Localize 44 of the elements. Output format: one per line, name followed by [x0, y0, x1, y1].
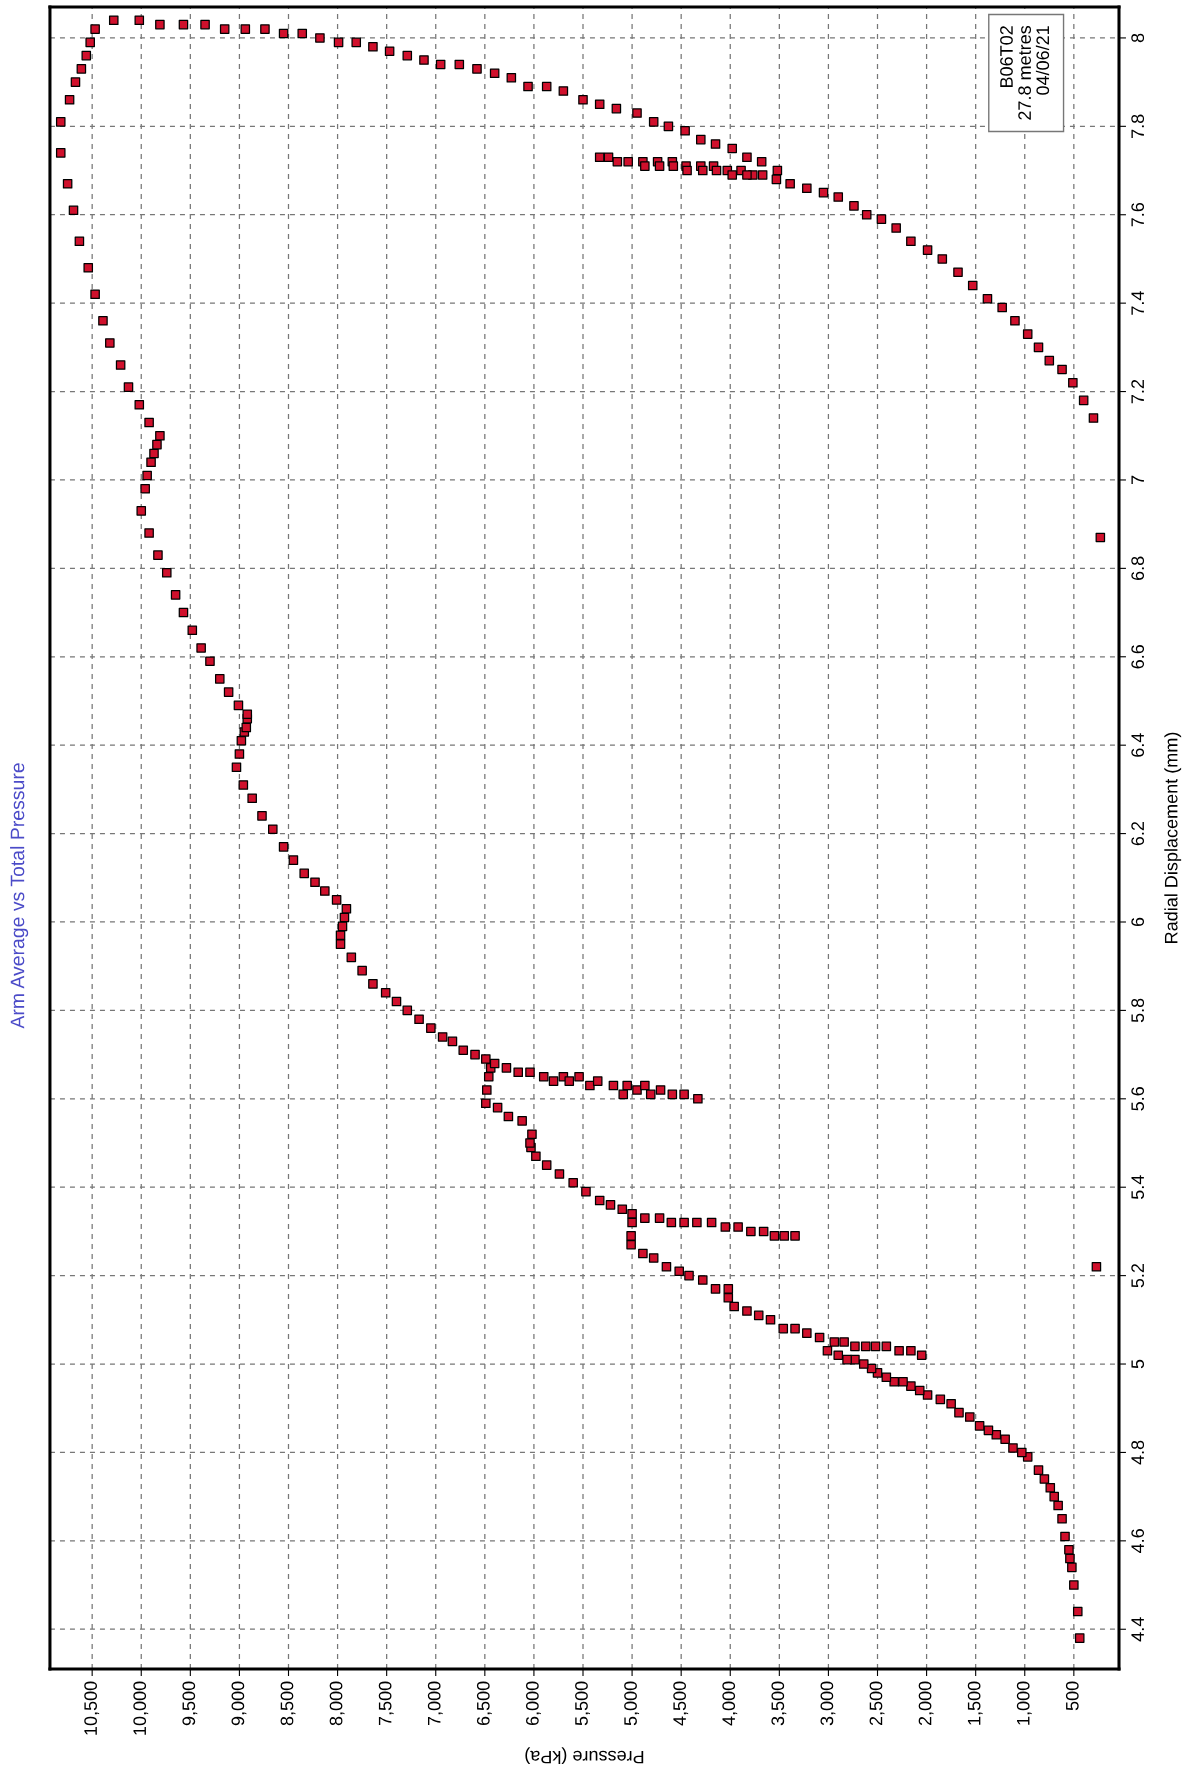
y-tick-label: 7.2	[1131, 379, 1144, 404]
x-tick-label: 1,000	[1016, 1681, 1032, 1725]
x-tick-label: 6,000	[525, 1681, 541, 1726]
y-tick-label: 6.2	[1131, 821, 1145, 846]
y-axis-title: Radial Displacement (mm)	[1164, 732, 1182, 943]
y-tick-label: 6	[1131, 917, 1145, 927]
annotation: B06T02 27.8 metres 04/06/21	[1000, 25, 1050, 120]
x-tick-label: 3,500	[771, 1681, 787, 1726]
x-tick-label: 4,000	[722, 1681, 738, 1726]
x-axis-title: Pressure (kPa)	[525, 1747, 644, 1764]
y-tick-label: 5.4	[1131, 1175, 1145, 1200]
y-tick-label: 6.6	[1131, 645, 1145, 669]
x-tick-label: 3,000	[820, 1681, 836, 1726]
y-tick-label: 7	[1131, 475, 1144, 485]
y-tick-label: 6.4	[1131, 733, 1145, 757]
x-tick-label: 8,000	[329, 1681, 345, 1726]
x-tick-label: 8,500	[280, 1681, 296, 1726]
y-tick-label: 5.8	[1131, 998, 1145, 1023]
x-tick-label: 9,000	[231, 1681, 247, 1726]
y-tick-label: 7.6	[1131, 202, 1145, 227]
x-tick-label: 2,000	[918, 1681, 934, 1726]
x-tick-label: 10,000	[133, 1681, 149, 1735]
x-tick-label: 7,500	[378, 1681, 394, 1726]
y-tick-label: 7.4	[1131, 291, 1144, 315]
x-tick-label: 10,500	[84, 1681, 100, 1735]
x-tick-label: 1,500	[967, 1681, 983, 1725]
y-tick-label: 5.2	[1131, 1263, 1145, 1288]
y-tick-label: 4.4	[1131, 1617, 1144, 1642]
x-tick-label: 5,500	[575, 1681, 590, 1726]
y-tick-label: 8	[1131, 33, 1145, 43]
x-tick-label: 500	[1065, 1681, 1079, 1711]
y-tick-label: 4.6	[1131, 1529, 1145, 1553]
x-tick-label: 7,000	[427, 1681, 443, 1726]
x-tick-label: 2,500	[869, 1681, 885, 1726]
text: Arm Average vs Total Pressure	[10, 763, 29, 1029]
x-tick-label: 9,500	[182, 1681, 198, 1726]
x-tick-label: 6,500	[476, 1681, 492, 1726]
x-tick-label: 4,500	[673, 1681, 689, 1726]
x-tick-label: 5,000	[624, 1681, 640, 1726]
y-tick-label: 7.8	[1131, 114, 1145, 138]
y-tick-label: 5	[1131, 1359, 1145, 1369]
y-tick-label: 5.6	[1131, 1087, 1145, 1111]
y-tick-label: 6.8	[1131, 556, 1145, 580]
y-tick-label: 4.8	[1131, 1440, 1145, 1465]
